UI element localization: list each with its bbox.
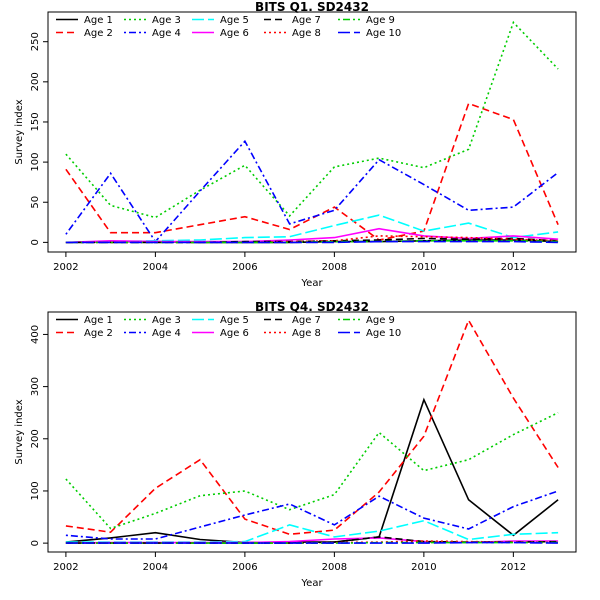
legend-label: Age 3 [152, 15, 181, 26]
legend-item: Age 8 [264, 28, 321, 39]
x-tick-label: 2002 [53, 562, 78, 573]
y-tick-label: 50 [30, 196, 41, 209]
legend-label: Age 10 [366, 28, 401, 39]
legend-label: Age 6 [220, 328, 249, 339]
legend-item: Age 9 [338, 315, 395, 326]
legend-item: Age 7 [264, 15, 321, 26]
series-line-age-10 [65, 541, 559, 544]
chart-title: BITS Q1. SD2432 [255, 0, 369, 14]
x-tick-label: 2004 [143, 262, 168, 273]
y-tick-label: 150 [30, 112, 41, 131]
chart-panel-q1: BITS Q1. SD2432 Year Survey index 2002 20… [14, 0, 577, 289]
y-tick-label: 100 [30, 481, 41, 500]
series-line-age-4 [65, 139, 559, 243]
legend-label: Age 2 [84, 28, 113, 39]
x-tick-label: 2010 [411, 562, 436, 573]
legend-item: Age 6 [192, 328, 249, 339]
y-tick-label: 100 [30, 153, 41, 172]
legend-label: Age 9 [366, 15, 395, 26]
legend-item: Age 8 [264, 328, 321, 339]
x-axis-label: Year [300, 578, 323, 589]
series-lines [65, 318, 559, 544]
y-tick-label: 0 [30, 239, 41, 245]
legend-label: Age 5 [220, 15, 249, 26]
legend-item: Age 5 [192, 15, 249, 26]
y-tick-label: 200 [30, 429, 41, 448]
y-tick-label: 200 [30, 72, 41, 91]
legend-label: Age 9 [366, 315, 395, 326]
x-tick-label: 2008 [322, 562, 347, 573]
series-line-age-4 [65, 490, 559, 540]
legend-item: Age 3 [124, 15, 181, 26]
x-tick-label: 2004 [143, 562, 168, 573]
y-tick-label: 0 [30, 540, 41, 546]
x-tick-label: 2012 [501, 262, 526, 273]
axis-ticks: 2002 2004 2006 2008 2010 2012 0 50 100 150 200 250 [30, 32, 526, 273]
plot-frame [47, 311, 577, 553]
legend-label: Age 5 [220, 315, 249, 326]
series-line-age-2 [65, 318, 559, 536]
x-tick-label: 2006 [232, 262, 257, 273]
axis-ticks: 2002 2004 2006 2008 2010 2012 0 100 200 300 400 [30, 325, 526, 573]
legend-item: Age 2 [56, 328, 113, 339]
legend-item: Age 4 [124, 28, 181, 39]
legend-label: Age 2 [84, 328, 113, 339]
legend-label: Age 7 [292, 15, 321, 26]
legend-label: Age 3 [152, 315, 181, 326]
series-line-age-10 [65, 240, 559, 244]
legend-label: Age 6 [220, 28, 249, 39]
series-line-age-2 [65, 102, 559, 241]
legend-item: Age 6 [192, 28, 249, 39]
series-line-age-3 [65, 20, 559, 219]
x-tick-label: 2012 [501, 562, 526, 573]
legend-item: Age 5 [192, 315, 249, 326]
y-tick-label: 300 [30, 377, 41, 396]
legend-item: Age 3 [124, 315, 181, 326]
plot-frame [47, 11, 577, 253]
legend-label: Age 7 [292, 315, 321, 326]
x-tick-label: 2008 [322, 262, 347, 273]
legend-label: Age 10 [366, 328, 401, 339]
legend-label: Age 8 [292, 28, 321, 39]
legend-item: Age 10 [338, 328, 401, 339]
legend: Age 1 Age 2 Age 3 Age 4 Age 5 Age 6 Age 7 Age 8… [56, 15, 401, 39]
legend-label: Age 4 [152, 28, 181, 39]
x-tick-label: 2010 [411, 262, 436, 273]
x-tick-label: 2006 [232, 562, 257, 573]
legend-item: Age 9 [338, 15, 395, 26]
legend-item: Age 4 [124, 328, 181, 339]
y-tick-label: 400 [30, 325, 41, 344]
legend-label: Age 8 [292, 328, 321, 339]
legend-item: Age 7 [264, 315, 321, 326]
legend-item: Age 10 [338, 28, 401, 39]
series-line-age-3 [65, 411, 559, 530]
legend-item: Age 1 [56, 315, 113, 326]
legend-item: Age 2 [56, 28, 113, 39]
y-tick-label: 250 [30, 32, 41, 51]
legend-label: Age 1 [84, 315, 113, 326]
legend-item: Age 1 [56, 15, 113, 26]
legend-label: Age 4 [152, 328, 181, 339]
series-line-age-5 [65, 519, 559, 543]
x-tick-label: 2002 [53, 262, 78, 273]
series-lines [65, 20, 559, 244]
chart-title: BITS Q4. SD2432 [255, 300, 369, 314]
chart-panel-q4: BITS Q4. SD2432 Year Survey index 2002 20… [14, 300, 577, 589]
y-axis-label: Survey index [14, 99, 25, 164]
x-axis-label: Year [300, 278, 323, 289]
y-axis-label: Survey index [14, 399, 25, 464]
legend-label: Age 1 [84, 15, 113, 26]
legend: Age 1 Age 2 Age 3 Age 4 Age 5 Age 6 Age 7 Age 8… [56, 315, 401, 339]
